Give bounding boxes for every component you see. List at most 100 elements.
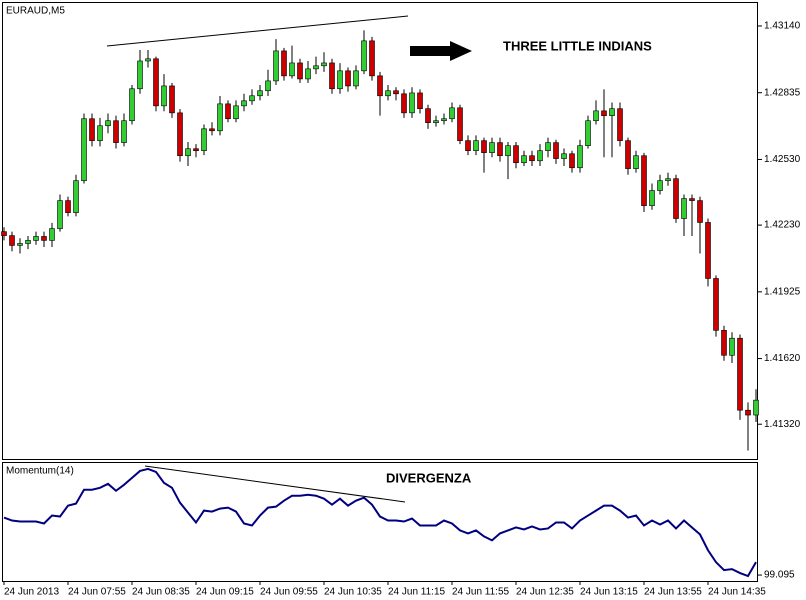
candle-body	[257, 90, 263, 97]
candle-body	[425, 108, 431, 123]
candle-body	[673, 178, 679, 219]
candle-body	[529, 155, 535, 162]
candle-body	[681, 198, 687, 219]
candle-body	[337, 70, 343, 90]
x-tick-label: 24 Jun 10:35	[324, 587, 382, 598]
x-tick-label: 24 Jun 11:15	[388, 587, 446, 598]
candle-body	[321, 62, 327, 67]
candle-body	[641, 155, 647, 206]
price-panel	[2, 2, 758, 460]
candle-body	[649, 190, 655, 206]
candle-body	[617, 108, 623, 141]
candle-body	[105, 120, 111, 127]
candle-body	[497, 142, 503, 157]
x-tick-label: 24 Jun 2013	[4, 587, 59, 598]
candle-body	[689, 198, 695, 201]
candle-body	[521, 155, 527, 164]
candle-body	[241, 100, 247, 107]
y-tick-label: 99.095	[764, 570, 795, 581]
candle-body	[249, 95, 255, 102]
candle-body	[409, 92, 415, 114]
candle-body	[377, 75, 383, 97]
x-tick-label: 24 Jun 07:55	[68, 587, 126, 598]
candle-body	[273, 50, 279, 82]
candle-body	[665, 178, 671, 181]
y-tick-label: 1.41320	[764, 419, 801, 430]
candle-body	[177, 112, 183, 157]
candle-body	[569, 153, 575, 169]
trend-line	[106, 15, 409, 47]
candle-body	[449, 107, 455, 120]
x-tick-label: 24 Jun 12:35	[516, 587, 574, 598]
x-tick-label: 24 Jun 09:15	[196, 587, 254, 598]
candle-body	[465, 140, 471, 151]
candle-body	[433, 120, 439, 123]
candle-body	[473, 140, 479, 151]
chart-title: EURAUD,M5	[6, 6, 65, 17]
candle-body	[713, 278, 719, 331]
candle-body	[313, 65, 319, 70]
candle-body	[329, 62, 335, 90]
x-tick-label: 24 Jun 14:35	[708, 587, 766, 598]
candle-body	[353, 70, 359, 87]
marks: 1.43140 1.42835 1.42530 1.42230 1.41925 1.416…	[1, 21, 801, 598]
candle-body	[1, 231, 7, 236]
annotation: DIVERGENZA	[386, 470, 472, 485]
candle-body	[289, 62, 295, 77]
y-tick-label: 1.41620	[764, 353, 801, 364]
candle-body	[209, 128, 215, 132]
candle-body	[721, 330, 727, 356]
y-tick-label: 1.41925	[764, 286, 801, 297]
candle-body	[41, 236, 47, 241]
candle-body	[505, 145, 511, 157]
candle-body	[305, 68, 311, 80]
candle-body	[625, 140, 631, 169]
candle-body	[441, 118, 447, 122]
candle-body	[401, 93, 407, 114]
candle-body	[89, 118, 95, 141]
annotation: THREE LITTLE INDIANS	[503, 38, 652, 53]
x-tick-label: 24 Jun 11:55	[452, 587, 510, 598]
candle-body	[17, 243, 23, 246]
candle-body	[697, 200, 703, 223]
candle-body	[553, 142, 559, 159]
candle-body	[385, 90, 391, 97]
candle-body	[161, 85, 167, 107]
candle-body	[169, 85, 175, 114]
candle-body	[9, 235, 15, 246]
candle-body	[593, 110, 599, 122]
candle-body	[201, 128, 207, 151]
candle-body	[577, 145, 583, 169]
candle-body	[481, 140, 487, 153]
trend-line	[144, 465, 406, 503]
candle-body	[417, 92, 423, 109]
candle-body	[73, 180, 79, 213]
candle-body	[457, 107, 463, 141]
candle-body	[153, 58, 159, 107]
candle-body	[225, 103, 231, 120]
y-tick-label: 1.42230	[764, 220, 801, 231]
candle-body	[537, 150, 543, 162]
candle-body	[361, 40, 367, 72]
candle-body	[513, 145, 519, 164]
candle-body	[217, 103, 223, 132]
candle-body	[185, 148, 191, 157]
candle-body	[121, 120, 127, 143]
candle-body	[145, 58, 151, 62]
candle-body	[561, 153, 567, 159]
candle-body	[33, 236, 39, 241]
candle-body	[113, 120, 119, 143]
x-tick-label: 24 Jun 08:35	[132, 587, 190, 598]
candle-body	[25, 240, 31, 244]
candle-body	[393, 90, 399, 95]
candle-body	[369, 40, 375, 77]
candle-body	[265, 80, 271, 92]
candle-body	[57, 200, 63, 229]
candle-body	[657, 180, 663, 191]
candle-body	[737, 337, 743, 411]
candle-body	[729, 337, 735, 356]
candle-body	[65, 200, 71, 213]
candle-body	[81, 118, 87, 181]
